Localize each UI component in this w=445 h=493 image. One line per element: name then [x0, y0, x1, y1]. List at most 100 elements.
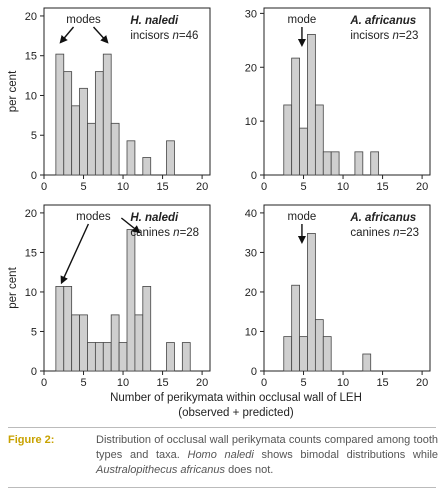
mode-arrow: [60, 223, 90, 285]
y-tick-label: 10: [245, 116, 257, 128]
sample-label: incisors n=46: [130, 30, 198, 42]
taxon-label: H. naledi: [130, 212, 179, 224]
y-tick-label: 10: [25, 90, 37, 102]
y-tick-label: 0: [251, 366, 257, 378]
histogram-bar: [307, 33, 316, 176]
caption-taxon1: Homo naledi: [187, 449, 254, 461]
y-tick-label: 30: [245, 247, 257, 259]
x-tick-label: 5: [300, 181, 306, 193]
x-tick-label: 10: [117, 181, 129, 193]
histogram-bar: [63, 286, 73, 372]
x-tick-label: 20: [416, 181, 428, 193]
x-tick-label: 10: [337, 181, 349, 193]
histogram-bar: [55, 53, 65, 176]
mode-arrow: [93, 26, 109, 44]
tooth-type-label: incisors: [350, 30, 389, 42]
x-tick-label: 15: [376, 377, 388, 389]
y-axis-label: per cent: [7, 70, 19, 112]
histogram-bar: [166, 140, 175, 176]
histogram-bar: [166, 342, 175, 372]
x-tick-label: 15: [376, 181, 388, 193]
n-value: =46: [179, 30, 199, 42]
tooth-type-label: canines: [130, 227, 170, 239]
x-tick-label: 10: [337, 377, 349, 389]
y-tick-label: 30: [245, 8, 257, 20]
mode-annotation: mode: [288, 14, 317, 26]
histogram-bar: [299, 336, 308, 372]
y-tick-label: 15: [25, 51, 37, 63]
y-tick-label: 0: [251, 170, 257, 182]
x-tick-label: 5: [80, 181, 86, 193]
histogram-bar: [55, 286, 65, 372]
histogram-bar: [110, 122, 120, 176]
histogram-bar: [71, 314, 80, 372]
n-symbol: n: [393, 30, 399, 42]
histogram-bar: [314, 104, 324, 176]
x-tick-label: 0: [41, 377, 47, 389]
taxon-label: H. naledi: [130, 15, 179, 27]
caption-text: Distribution of occlusal wall perikymata…: [96, 433, 438, 478]
histogram-bar: [330, 151, 340, 176]
y-tick-label: 20: [245, 62, 257, 74]
caption-bottom-rule: [8, 487, 436, 488]
taxon-label: A. africanus: [349, 212, 416, 224]
mode-annotation: mode: [288, 211, 317, 223]
caption-part2: shows bimodal distributions while: [253, 449, 438, 461]
histogram-bar: [142, 157, 152, 176]
y-tick-label: 5: [31, 326, 37, 338]
y-tick-label: 5: [31, 130, 37, 142]
sample-label: canines n=23: [350, 227, 419, 239]
histogram-bar: [322, 151, 332, 176]
mode-annotation: modes: [76, 211, 111, 223]
histogram-bar: [71, 105, 80, 176]
histogram-bar: [126, 229, 136, 372]
histogram-bar: [314, 319, 324, 372]
histogram-bar: [322, 336, 332, 372]
histogram-bar: [134, 314, 144, 372]
x-tick-label: 20: [416, 377, 428, 389]
histogram-bar: [79, 87, 88, 176]
histogram-bar: [370, 151, 380, 176]
n-symbol: n: [173, 227, 179, 239]
tooth-type-label: incisors: [130, 30, 169, 42]
y-tick-label: 0: [31, 366, 37, 378]
histogram-bar: [299, 127, 308, 176]
panels-group: 0 5 10 15 20 0 5 10 15 20 per cent H. naledi incisor…: [7, 7, 431, 389]
histogram-bar: [118, 342, 128, 372]
chart-panel-top-left: 0 5 10 15 20 0 5 10 15 20 per cent H. naledi incisor…: [7, 7, 211, 193]
histogram-bar: [102, 342, 112, 372]
taxon-label: A. africanus: [349, 15, 416, 27]
histogram-bar: [94, 342, 104, 372]
histogram-bar: [291, 57, 300, 176]
y-tick-label: 15: [25, 247, 37, 259]
shared-x-axis-label-line1: Number of perikymata within occlusal wal…: [110, 392, 362, 404]
caption-taxon2: Australopithecus africanus: [96, 464, 226, 476]
histogram-bar: [110, 314, 120, 372]
histogram-bar: [307, 233, 316, 372]
histogram-bar: [94, 71, 104, 176]
n-symbol: n: [173, 30, 179, 42]
x-tick-label: 0: [261, 181, 267, 193]
histogram-bar: [283, 104, 293, 176]
caption-part1: Distribution of occlusal wall perikymata…: [96, 434, 438, 461]
histogram-bar: [79, 314, 88, 372]
x-tick-label: 5: [80, 377, 86, 389]
n-symbol: n: [393, 227, 399, 239]
mode-annotation: modes: [66, 14, 101, 26]
histogram-bar: [291, 284, 300, 372]
histogram-bar: [181, 342, 191, 372]
y-tick-label: 20: [25, 11, 37, 23]
y-tick-label: 20: [25, 208, 37, 220]
histogram-bar: [87, 342, 96, 372]
x-tick-label: 0: [261, 377, 267, 389]
histogram-bar: [102, 53, 112, 176]
chart-panel-top-right: 0 5 10 15 20 0 10 20 30 A. africanus incisors n=23…: [245, 7, 431, 193]
x-tick-label: 0: [41, 181, 47, 193]
sample-label: incisors n=23: [350, 30, 418, 42]
n-value: =23: [400, 227, 420, 239]
caption-part3: does not.: [225, 464, 274, 476]
histogram-bar: [283, 336, 293, 372]
shared-x-axis-label-line2: (observed + predicted): [178, 407, 294, 419]
histogram-bar: [354, 151, 364, 176]
